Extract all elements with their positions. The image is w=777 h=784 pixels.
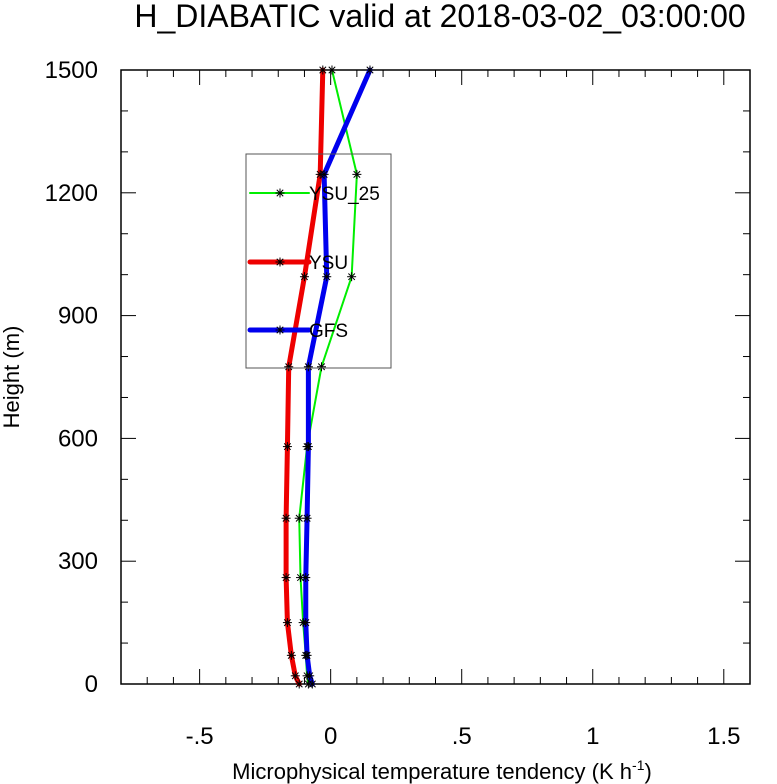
- data-point-ysu: [282, 442, 292, 452]
- data-point-gfs: [303, 442, 313, 452]
- legend-label-ysu-25: YSU_25: [309, 184, 380, 205]
- data-point-ysu: [281, 573, 291, 583]
- data-point-ysu-25: [347, 272, 357, 282]
- data-point-ysu: [294, 679, 304, 689]
- x-tick-label: 1.5: [707, 723, 740, 750]
- data-point-gfs: [307, 679, 317, 689]
- legend-marker-gfs: [275, 325, 285, 335]
- data-point-gfs: [302, 513, 312, 523]
- data-point-ysu: [284, 362, 294, 372]
- x-axis-label: Microphysical temperature tendency (K h-…: [232, 757, 652, 784]
- data-point-gfs: [365, 65, 375, 75]
- legend: YSU_25 YSU GFS: [245, 153, 392, 369]
- x-axis-label-main: Microphysical temperature tendency (K h: [232, 759, 632, 784]
- data-point-ysu: [286, 650, 296, 660]
- series-line-gfs: [303, 67, 373, 687]
- legend-label-gfs: GFS: [309, 321, 348, 342]
- data-point-ysu: [290, 671, 300, 681]
- data-point-gfs: [301, 573, 311, 583]
- y-tick-label: 0: [85, 671, 98, 698]
- data-point-gfs: [322, 272, 332, 282]
- x-axis-label-superscript: -1: [632, 757, 645, 773]
- x-axis: -.5 0 .5 1 1.5: [146, 70, 740, 750]
- data-point-gfs: [305, 671, 315, 681]
- data-point-ysu-25: [352, 169, 362, 179]
- y-axis: 0 300 600 900 1200 1500: [45, 57, 750, 698]
- y-axis-label: Height (m): [0, 326, 24, 429]
- x-axis-label-close: ): [644, 759, 651, 784]
- y-tick-label: 900: [58, 303, 98, 330]
- x-tick-label: -.5: [186, 723, 214, 750]
- legend-label-ysu: YSU: [309, 253, 348, 274]
- y-tick-label: 1500: [45, 57, 98, 84]
- data-point-ysu-25: [294, 513, 304, 523]
- data-point-gfs: [319, 169, 329, 179]
- data-point-ysu-25: [327, 65, 337, 75]
- data-point-gfs: [302, 650, 312, 660]
- legend-marker-ysu: [275, 257, 285, 267]
- y-tick-label: 600: [58, 425, 98, 452]
- series-group: [281, 65, 375, 689]
- data-point-ysu: [281, 513, 291, 523]
- legend-marker-ysu-25: [275, 188, 285, 198]
- data-point-gfs: [301, 618, 311, 628]
- data-point-ysu: [318, 65, 328, 75]
- x-tick-label: 1: [586, 723, 599, 750]
- legend-box: [245, 153, 392, 369]
- plot-area: [120, 69, 751, 685]
- y-tick-label: 300: [58, 548, 98, 575]
- x-tick-label: .5: [452, 723, 472, 750]
- data-point-ysu: [282, 618, 292, 628]
- y-tick-label: 1200: [45, 180, 98, 207]
- chart-title: H_DIABATIC valid at 2018-03-02_03:00:00: [134, 0, 745, 34]
- data-point-ysu-25: [316, 362, 326, 372]
- x-tick-label: 0: [324, 723, 337, 750]
- data-point-ysu: [299, 272, 309, 282]
- data-point-gfs: [303, 362, 313, 372]
